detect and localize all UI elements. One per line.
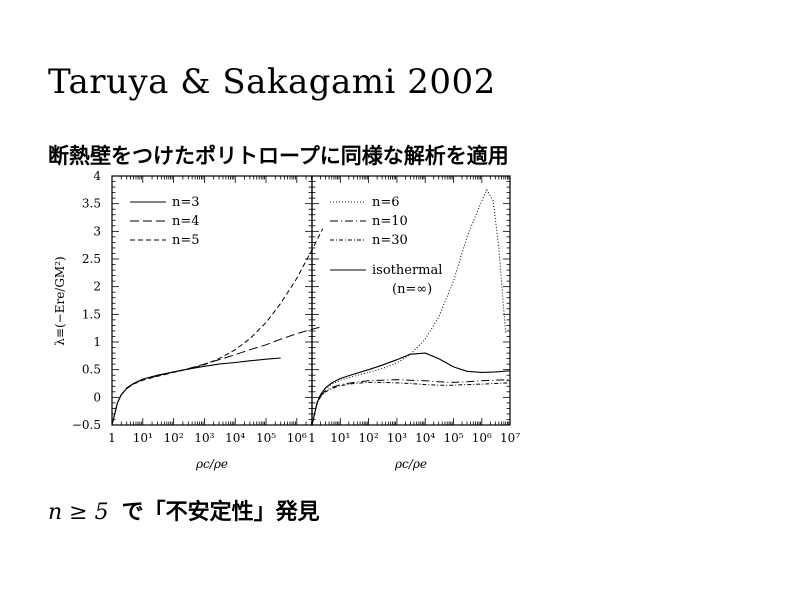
x-tick-label: 10² <box>359 431 379 445</box>
x-tick-label: 10⁶ <box>472 431 492 445</box>
x-tick-label: 10⁵ <box>256 431 276 445</box>
x-tick-label: 10⁶ <box>287 431 307 445</box>
conclusion: n ≥ 5 で「不安定性」発見 <box>48 494 320 526</box>
legend-label: n=6 <box>372 195 400 210</box>
legend-label: n=4 <box>172 214 200 229</box>
x-tick-label: 10⁴ <box>415 431 435 445</box>
legend-label: n=5 <box>172 233 200 248</box>
y-tick-label: 2.5 <box>82 252 101 266</box>
y-axis-label: λ≡(−Ere/GM²) <box>53 256 67 345</box>
x-axis-label: ρc/ρe <box>394 457 427 471</box>
slide-title: Taruya & Sakagami 2002 <box>48 62 496 102</box>
y-tick-label: 1 <box>93 335 101 349</box>
legend-label: n=3 <box>172 195 200 210</box>
conclusion-math: n ≥ 5 <box>48 500 109 525</box>
x-tick-label: 10⁴ <box>225 431 245 445</box>
legend-label: isothermal <box>372 263 442 278</box>
series-line-n-5 <box>111 228 324 426</box>
x-tick-label: 10⁷ <box>500 431 520 445</box>
slide-subtitle: 断熱壁をつけたポリトロープに同様な解析を適用 <box>48 144 509 168</box>
series-line-n-3 <box>111 357 281 426</box>
x-axis-label: ρc/ρe <box>195 457 228 471</box>
series-line-isothermal-n- <box>311 352 511 426</box>
y-tick-label: −0.5 <box>72 418 101 432</box>
x-tick-label: 10³ <box>194 431 214 445</box>
x-tick-label: 10⁵ <box>443 431 463 445</box>
series-line-n-4 <box>111 326 323 426</box>
y-tick-label: 4 <box>93 169 101 183</box>
y-tick-label: 3.5 <box>82 197 101 211</box>
legend-label: n=30 <box>372 233 408 248</box>
panel-frame-right <box>311 175 511 426</box>
x-tick-label: 10¹ <box>330 431 350 445</box>
x-tick-label: 10¹ <box>133 431 153 445</box>
y-tick-label: 2 <box>93 280 101 294</box>
series-line-n-6 <box>311 188 507 426</box>
y-tick-label: 0.5 <box>82 363 101 377</box>
x-tick-label: 10² <box>164 431 184 445</box>
conclusion-text: で「不安定性」発見 <box>121 500 320 525</box>
y-tick-label: 1.5 <box>82 307 101 321</box>
legend-label: n=10 <box>372 214 408 229</box>
x-tick-label: 10³ <box>387 431 407 445</box>
series-line-n-10 <box>311 379 511 426</box>
series-line-n-30 <box>311 381 511 426</box>
x-tick-label: 1 <box>308 431 316 445</box>
x-tick-label: 1 <box>108 431 116 445</box>
y-tick-label: 0 <box>93 390 101 404</box>
legend-label: (n=∞) <box>392 282 432 297</box>
y-tick-label: 3 <box>93 224 101 238</box>
